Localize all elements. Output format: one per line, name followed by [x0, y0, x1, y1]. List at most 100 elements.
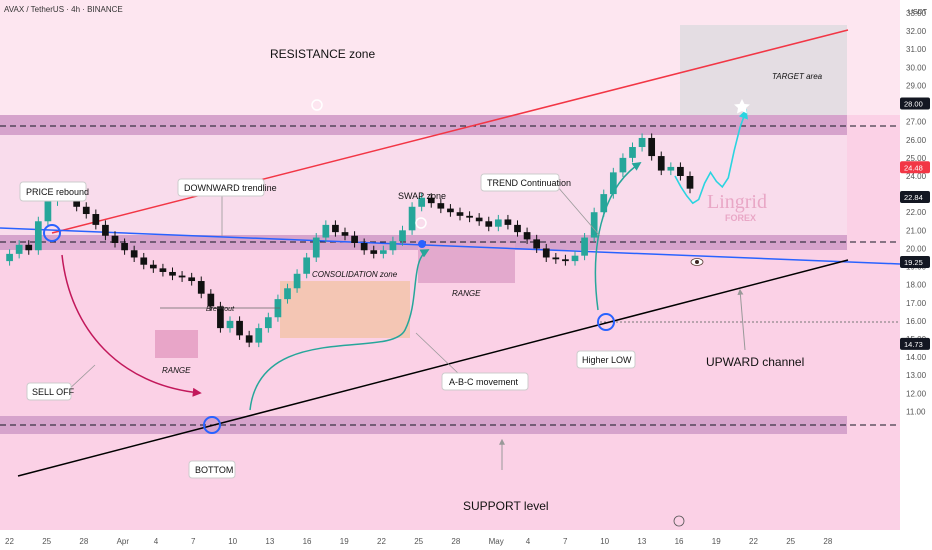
price-tag-label: 28.00 — [904, 100, 923, 109]
candle-body — [523, 232, 531, 240]
candle-body — [370, 250, 378, 254]
candle-body — [437, 203, 445, 209]
candle-body — [389, 241, 397, 251]
candle-body — [379, 250, 387, 254]
y-tick-label: 29.00 — [906, 81, 927, 90]
support-level-label: SUPPORT level — [463, 499, 549, 513]
price-tag-label: 14.73 — [904, 340, 923, 349]
candle-series — [6, 133, 694, 348]
candle-body — [456, 212, 464, 216]
x-tick-label: Apr — [117, 537, 130, 546]
candle-body — [149, 264, 157, 269]
higher-low-marker — [597, 313, 615, 331]
candle-body — [322, 224, 330, 238]
svg-text:DOWNWARD trendline: DOWNWARD trendline — [184, 183, 277, 193]
target-star-icon — [734, 99, 750, 114]
price-tag-box — [900, 97, 930, 110]
x-tick-label: 7 — [563, 537, 568, 546]
candle-body — [514, 224, 521, 233]
candle-body — [475, 217, 483, 222]
price-tag-label: 19.25 — [904, 258, 923, 267]
x-tick-label: 10 — [600, 537, 609, 546]
candle-body — [293, 273, 301, 289]
candle-body — [638, 137, 646, 148]
x-tick-label: 4 — [526, 537, 531, 546]
candle-body — [92, 214, 100, 225]
x-tick-label: 19 — [712, 537, 721, 546]
candle-body — [6, 253, 13, 262]
y-axis-ticks: 33.00 32.00 31.00 30.00 29.00 28.00 27.00 26.00… — [906, 9, 927, 416]
upward-channel-label: UPWARD channel — [706, 355, 804, 369]
y-tick-label: 24.00 — [906, 172, 927, 181]
x-tick-label: 22 — [749, 537, 758, 546]
candle-body — [264, 317, 272, 329]
candle-body — [427, 197, 435, 204]
y-tick-label: 13.00 — [906, 371, 927, 380]
abc-pointer — [415, 332, 461, 376]
candle-body — [657, 156, 665, 171]
downward-trendline[interactable] — [0, 227, 901, 265]
x-tick-label: 25 — [786, 537, 795, 546]
price-tag-box — [900, 161, 930, 174]
resistance-zone-label: RESISTANCE zone — [270, 47, 375, 61]
candle-body — [533, 239, 541, 249]
range-label-1: RANGE — [162, 366, 191, 375]
y-tick-label: 33.00 — [906, 9, 927, 18]
x-tick-label: 13 — [637, 537, 646, 546]
x-tick-label: 16 — [675, 537, 684, 546]
candle-body — [25, 244, 33, 251]
sell-off-arrow — [61, 254, 202, 397]
svg-text:A-B-C movement: A-B-C movement — [449, 377, 519, 387]
candle-body — [226, 320, 234, 329]
candle-body — [399, 230, 406, 242]
y-tick-label: 32.00 — [906, 27, 927, 36]
candle-body — [677, 166, 684, 176]
candle-body — [159, 268, 167, 272]
candle-body — [44, 201, 52, 222]
watermark-lingrid: Lingrid — [707, 191, 767, 213]
time-axis[interactable] — [0, 530, 900, 550]
candle-body — [686, 175, 694, 189]
sell-off-callout: SELL OFF — [26, 382, 75, 401]
symbol-title[interactable]: AVAX / TetherUS · 4h · BINANCE — [4, 5, 123, 14]
candle-body — [217, 306, 224, 329]
candle-body — [542, 248, 550, 258]
candle-body — [332, 224, 339, 233]
projection-path — [674, 108, 748, 205]
x-axis-ticks: 22 25 28 Apr 4 7 10 13 16 19 22 25 28 May 4 7 10 13 16 19 22… — [5, 537, 833, 546]
candle-body — [648, 137, 656, 157]
candle-body — [102, 224, 109, 236]
x-tick-label: 25 — [414, 537, 423, 546]
upward-channel-line[interactable] — [17, 259, 849, 477]
candle-body — [255, 328, 263, 343]
price-rebound-marker — [43, 224, 61, 242]
x-tick-label: 7 — [191, 537, 196, 546]
price-tag-label: 22.84 — [904, 193, 923, 202]
svg-text:BOTTOM: BOTTOM — [195, 465, 233, 475]
candle-body — [447, 208, 454, 213]
y-tick-label: 20.00 — [906, 244, 927, 253]
resistance-trendline[interactable] — [51, 29, 849, 234]
y-tick-label: 18.00 — [906, 281, 927, 290]
bottom-callout: BOTTOM — [188, 460, 236, 479]
candle-body — [236, 320, 243, 336]
candle-body — [619, 157, 627, 173]
candle-body — [504, 219, 512, 225]
candle-body — [111, 235, 119, 243]
flash-icon — [673, 515, 685, 527]
abc-movement-callout: A-B-C movement — [441, 372, 529, 391]
channel-pointer — [737, 288, 746, 351]
consolidation-zone-label: CONSOLIDATION zone — [312, 270, 398, 279]
x-tick-label: 22 — [5, 537, 14, 546]
x-tick-label: 4 — [154, 537, 159, 546]
candle-body — [197, 281, 205, 294]
x-tick-label: May — [489, 537, 504, 546]
resistance-band — [0, 115, 847, 135]
resistance-dot — [311, 99, 323, 111]
candle-body — [562, 259, 569, 262]
svg-text:PRICE rebound: PRICE rebound — [26, 187, 89, 197]
price-axis[interactable] — [900, 0, 932, 550]
candle-body — [609, 172, 617, 195]
candle-body — [188, 277, 196, 282]
